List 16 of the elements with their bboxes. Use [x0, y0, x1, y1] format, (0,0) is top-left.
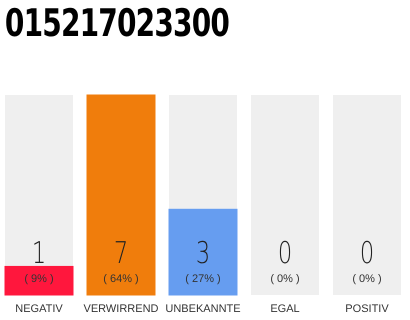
data-label: 0 — [278, 236, 292, 271]
x-tick-label: EGAL — [270, 303, 300, 315]
x-tick-label: NEGATIV — [15, 303, 64, 315]
annotation: ( 27% ) — [185, 273, 221, 285]
annotation: ( 0% ) — [352, 273, 382, 285]
x-tick-label: VERWIRREND — [84, 303, 159, 315]
annotation: ( 0% ) — [270, 273, 300, 285]
data-label: 0 — [360, 236, 374, 271]
annotation: ( 9% ) — [24, 273, 54, 285]
data-label: 3 — [196, 236, 210, 271]
data-label: 7 — [114, 236, 128, 271]
chart-title: 015217023300 — [4, 2, 230, 46]
x-tick-label: UNBEKANNTE — [165, 303, 241, 315]
annotation: ( 64% ) — [103, 273, 139, 285]
x-tick-label: POSITIV — [345, 303, 390, 315]
data-label: 1 — [32, 236, 46, 271]
